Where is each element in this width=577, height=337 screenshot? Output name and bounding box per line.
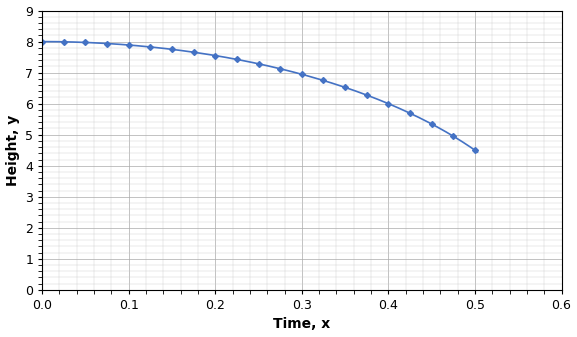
Y-axis label: Height, y: Height, y	[6, 115, 20, 186]
X-axis label: Time, x: Time, x	[273, 317, 331, 332]
